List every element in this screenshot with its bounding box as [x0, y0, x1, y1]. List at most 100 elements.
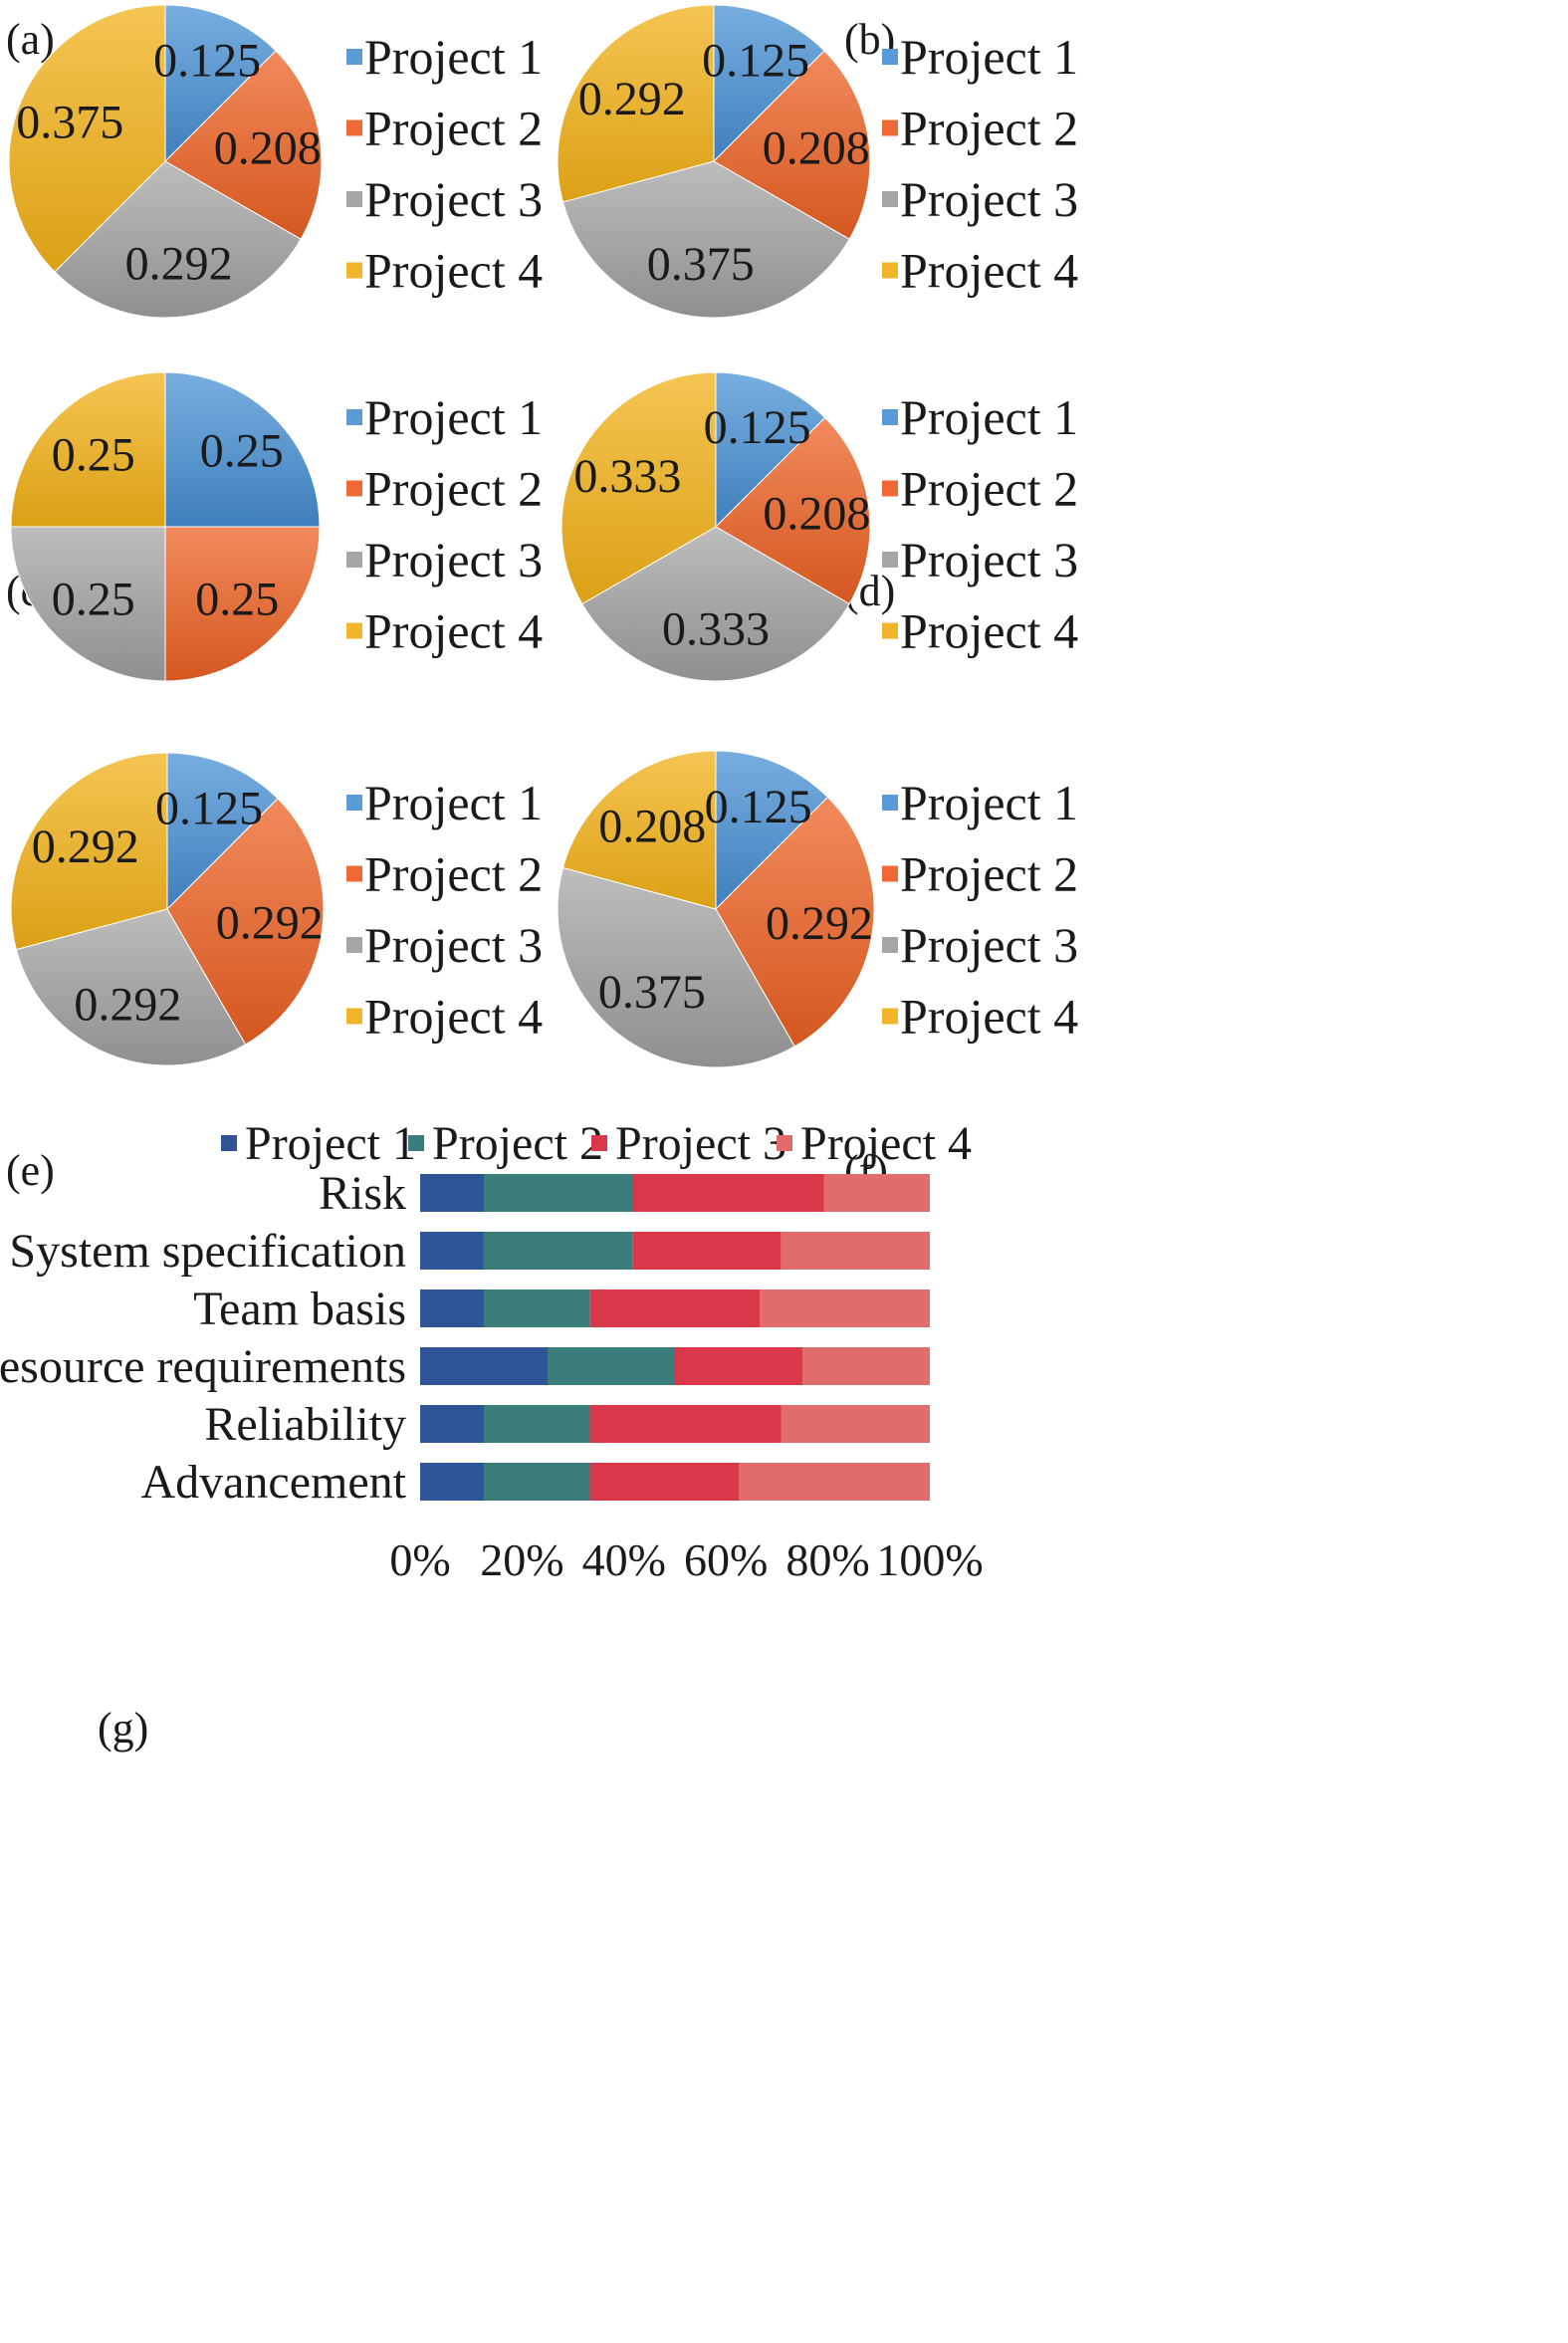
pie-legend: Project 1 Project 2 Project 3 Project 4: [346, 29, 543, 299]
x-tick-5: 100%: [876, 1534, 983, 1585]
pie-slice-b-project-3: [561, 160, 850, 319]
pie-slice-f-project-3: [557, 866, 795, 1068]
pie-slice-c-project-3: [10, 526, 166, 682]
legend-label-c-project-2: Project 2: [364, 461, 543, 517]
pie-slices: [8, 4, 323, 319]
pie-slice-f-project-1: [715, 750, 829, 911]
legend-swatch-f-project-2: [882, 865, 898, 882]
slice-label-e-project-1: 0.125: [155, 782, 263, 834]
pie-slice-labels: 0.125 0.292 0.375 0.208: [598, 781, 873, 1019]
slice-label-a-project-4: 0.375: [16, 96, 123, 148]
slice-label-f-project-3: 0.375: [598, 966, 706, 1019]
pie-legend: Project 1 Project 2 Project 3 Project 4: [346, 389, 543, 659]
legend-label-f-project-2: Project 2: [900, 846, 1078, 902]
legend-swatch-b-project-2: [882, 119, 898, 136]
bar-risk-project-2: [484, 1174, 633, 1212]
bar-reliability-project-4: [781, 1405, 930, 1443]
bar-reliability-project-3: [589, 1405, 782, 1443]
bar-legend-label-project-4: Project 4: [800, 1117, 972, 1170]
slice-label-e-project-2: 0.292: [216, 897, 324, 950]
legend-swatch-e-project-3: [346, 937, 362, 953]
slice-label-d-project-3: 0.333: [662, 602, 770, 655]
bar-resource-requirements-project-4: [802, 1347, 930, 1385]
pie-slice-e-project-1: [166, 752, 279, 911]
legend-label-c-project-1: Project 1: [364, 389, 543, 445]
panel-label-e: (e): [6, 1146, 55, 1195]
legend-swatch-e-project-4: [346, 1008, 362, 1025]
panel-label-a: (a): [6, 15, 55, 64]
legend-label-c-project-3: Project 3: [364, 532, 543, 587]
slice-label-a-project-3: 0.292: [125, 238, 233, 291]
pie-slice-b-project-2: [713, 50, 871, 240]
pie-slice-d-project-2: [715, 416, 871, 605]
pie-slice-labels: 0.125 0.292 0.292 0.292: [32, 782, 324, 1031]
slice-label-a-project-1: 0.125: [153, 35, 261, 88]
legend-label-b-project-3: Project 3: [900, 171, 1078, 227]
legend-label-f-project-4: Project 4: [900, 989, 1078, 1045]
slice-label-e-project-4: 0.292: [32, 820, 139, 873]
legend-label-e-project-1: Project 1: [364, 775, 543, 830]
bar-team-basis-project-1: [420, 1289, 485, 1327]
pie-slice-d-project-3: [581, 526, 850, 682]
pie-legend: Project 1 Project 2 Project 3 Project 4: [882, 389, 1078, 659]
x-tick-1: 20%: [480, 1534, 563, 1585]
bar-advancement-project-2: [484, 1463, 590, 1501]
legend-swatch-d-project-2: [882, 480, 898, 497]
legend-label-d-project-3: Project 3: [900, 532, 1078, 587]
bar-risk-project-1: [420, 1174, 484, 1212]
bar-legend-label-project-1: Project 1: [245, 1117, 416, 1170]
legend-swatch-a-project-4: [346, 262, 362, 279]
bar-team-basis-project-2: [484, 1289, 590, 1327]
pie-chart-e: (e) 0.125 0.292 0.292 0.292 Project 1 Projec…: [6, 752, 543, 1195]
legend-label-b-project-4: Project 4: [900, 243, 1078, 299]
pie-slice-b-project-1: [713, 4, 825, 163]
legend-label-f-project-1: Project 1: [900, 775, 1078, 830]
legend-label-a-project-4: Project 4: [364, 243, 543, 299]
slice-label-c-project-1: 0.25: [200, 424, 284, 477]
legend-label-e-project-2: Project 2: [364, 846, 543, 902]
pie-slice-e-project-4: [10, 752, 168, 951]
legend-swatch-c-project-1: [346, 409, 362, 425]
legend-swatch-e-project-1: [346, 795, 362, 811]
legend-swatch-f-project-4: [882, 1008, 898, 1025]
category-label-team-basis: Team basis: [193, 1283, 406, 1335]
bar-resource-requirements-project-1: [420, 1347, 548, 1385]
slice-label-f-project-2: 0.292: [766, 897, 873, 950]
bar-system-specification-project-2: [483, 1232, 633, 1270]
legend-swatch-c-project-2: [346, 480, 362, 497]
bar-segments: [420, 1174, 930, 1501]
x-tick-labels: 0% 20% 40% 60% 80% 100%: [389, 1534, 983, 1585]
category-label-risk: Risk: [319, 1167, 406, 1220]
bar-risk-project-3: [632, 1174, 824, 1212]
bar-legend-swatch-project-2: [408, 1135, 424, 1151]
legend-swatch-e-project-2: [346, 865, 362, 882]
bar-resource-requirements-project-3: [675, 1347, 802, 1385]
legend-label-e-project-4: Project 4: [364, 989, 543, 1045]
legend-label-a-project-2: Project 2: [364, 101, 543, 156]
bar-legend-label-project-3: Project 3: [615, 1117, 786, 1170]
slice-label-c-project-3: 0.25: [52, 573, 135, 625]
slice-label-e-project-3: 0.292: [74, 979, 181, 1032]
legend-swatch-d-project-4: [882, 622, 898, 639]
legend-label-e-project-3: Project 3: [364, 917, 543, 973]
pie-slice-d-project-4: [560, 371, 717, 605]
x-tick-4: 80%: [785, 1534, 869, 1585]
bar-legend-swatch-project-3: [591, 1135, 607, 1151]
legend-swatch-b-project-1: [882, 49, 898, 65]
legend-swatch-f-project-1: [882, 795, 898, 811]
pie-slice-f-project-2: [715, 796, 875, 1048]
pie-slice-labels: 0.125 0.208 0.292 0.375: [16, 35, 321, 291]
pie-slice-a-project-2: [164, 50, 323, 240]
pie-slice-c-project-1: [164, 371, 321, 528]
bar-resource-requirements-project-2: [548, 1347, 675, 1385]
category-label-system-specification: System specification: [9, 1225, 406, 1278]
pie-slice-labels: 0.25 0.25 0.25 0.25: [52, 424, 284, 625]
slice-label-d-project-4: 0.333: [573, 450, 681, 503]
bar-legend-swatch-project-1: [221, 1135, 237, 1151]
legend-swatch-b-project-3: [882, 191, 898, 207]
legend-swatch-f-project-3: [882, 937, 898, 953]
pie-slice-a-project-1: [164, 4, 277, 163]
